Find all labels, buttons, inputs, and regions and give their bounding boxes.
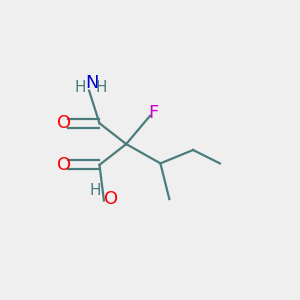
- Text: H: H: [95, 80, 107, 95]
- Text: F: F: [148, 104, 158, 122]
- Text: O: O: [57, 114, 71, 132]
- Text: H: H: [74, 80, 86, 95]
- Text: H: H: [89, 183, 101, 198]
- Text: O: O: [104, 190, 118, 208]
- Text: N: N: [85, 74, 99, 92]
- Text: O: O: [57, 156, 71, 174]
